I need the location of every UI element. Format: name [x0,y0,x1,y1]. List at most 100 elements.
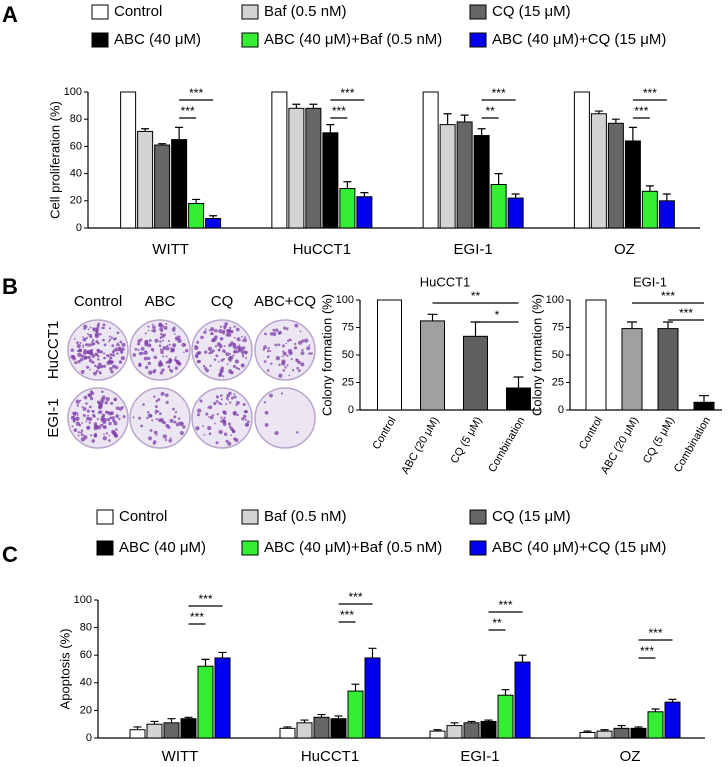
colony-dot [97,358,100,361]
colony-dot [202,425,205,428]
significance-label: *** [340,86,354,100]
colony-dot [140,424,144,428]
colony-dot [179,430,184,435]
x-tick-label: HuCCT1 [301,748,359,765]
colony-dot [108,340,110,343]
colony-dot [275,355,281,361]
colony-dot [227,399,230,401]
colony-dot [154,409,159,414]
colony-dot [147,343,152,348]
bar [197,665,214,739]
colony-dot [211,349,215,353]
colony-dot [152,349,155,352]
colony-dot [203,330,207,334]
colony-dot [153,355,158,360]
bar [120,91,137,229]
legend-swatch [469,32,487,48]
colony-dot [102,420,107,424]
bar [271,91,288,229]
colony-dot [229,401,232,404]
colony-dot [145,342,148,345]
colony-dot [235,404,238,407]
colony-dot [160,350,164,355]
bar [613,727,630,739]
colony-dot [101,326,104,330]
colony-dot [100,423,103,427]
colony-dot [162,434,168,439]
colony-dot [244,410,249,414]
x-tick-label: WITT [152,241,189,258]
colony-dot [107,355,110,358]
error-bar [645,185,654,192]
colony-dot [108,359,111,362]
x-tick-label: ABC (20 μM) [399,415,441,476]
colony-dot [109,327,112,330]
error-bar [513,376,524,388]
colony-dot [151,323,154,326]
colony-dot [300,362,305,367]
plate [129,387,191,449]
colony-dot [112,419,116,423]
bar [137,130,154,229]
colony-dot [80,433,84,437]
colony-dot [115,414,120,419]
colony-dot [122,415,126,419]
colony-dot [96,354,100,358]
colony-dot [158,344,162,348]
x-tick-label: HuCCT1 [293,241,351,258]
colony-dot [263,345,267,350]
colony-dot [227,441,232,446]
colony-dot [263,401,267,404]
colony-dot [286,327,289,330]
significance-label: ** [492,616,502,630]
colony-dot [197,413,200,417]
colony-dot [159,359,162,363]
error-bar [501,689,510,696]
colony-dot [82,336,84,338]
colony-dot [212,337,217,342]
colony-dot [174,356,177,359]
colony-dot [165,400,169,405]
colony-dot [76,414,79,417]
colony-dot [230,434,232,437]
colony-dot [77,434,80,437]
colony-dot [219,420,223,423]
bar [473,135,490,229]
colony-dot [170,348,175,353]
colony-dot [83,355,88,360]
colony-dot [241,335,243,338]
colony-dot [196,340,200,344]
error-bar [309,103,318,109]
colony-dot [166,344,169,348]
colony-dot [197,350,202,355]
bar [422,91,439,229]
colony-dot [144,365,149,369]
y-axis-label: Colony formation (%) [319,294,334,416]
colony-dot [87,333,89,335]
colony-dot [80,431,83,434]
bar [205,217,222,229]
colony-dot [110,401,114,405]
legend-label: Baf (0.5 nM) [264,3,347,20]
bar [658,200,675,229]
colony-dot [163,325,168,330]
colony-dot [83,395,88,400]
colony-dot [102,338,105,342]
colony-dot [75,399,81,404]
colony-dot [121,342,126,347]
colony-dot [73,419,76,423]
colony-dot [86,365,90,369]
legend-label: CQ (15 μM) [492,3,571,20]
colony-dot [242,346,246,350]
colony-dot [161,420,165,424]
panel-label: A [2,2,18,27]
colony-dot [132,416,135,419]
significance-label: * [495,308,500,322]
colony-dot [86,409,90,413]
colony-dot [72,355,75,358]
colony-dot [232,354,235,357]
colony-dot [185,348,189,353]
colony-dot [288,374,291,377]
colony-dot [225,323,228,326]
colony-dot [266,355,270,359]
